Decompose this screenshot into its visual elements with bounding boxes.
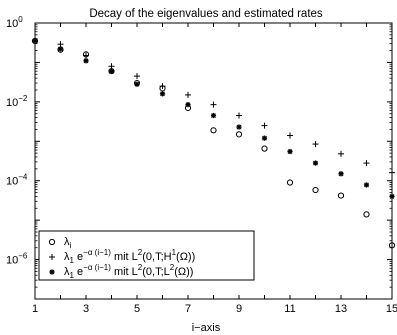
data-point-star xyxy=(57,46,64,52)
star-d2 xyxy=(287,149,293,154)
data-point-plus xyxy=(108,63,115,70)
x-tick-label: 9 xyxy=(236,303,242,315)
star-d2 xyxy=(364,182,369,188)
series-1 xyxy=(31,37,396,249)
data-point-star xyxy=(389,193,395,200)
legend-box xyxy=(38,230,255,281)
data-point-star xyxy=(338,171,344,177)
y-tick-label: 10−4 xyxy=(6,173,28,188)
chart-title: Decay of the eigenvalues and estimated r… xyxy=(89,8,323,20)
x-tick-label: 11 xyxy=(284,303,295,315)
data-point-circle xyxy=(235,131,243,138)
data-point-plus xyxy=(210,101,217,108)
y-tick-label: 100 xyxy=(6,15,23,30)
data-point-plus xyxy=(134,73,140,80)
data-point-plus xyxy=(57,41,64,48)
star-d2 xyxy=(109,68,114,74)
data-point-plus xyxy=(312,141,319,148)
data-point-star xyxy=(210,112,217,119)
data-point-star xyxy=(261,135,268,141)
y-tick-label: 10−2 xyxy=(6,94,28,109)
data-point-star xyxy=(108,68,115,74)
star-d2 xyxy=(134,81,140,87)
x-tick-label: 1 xyxy=(32,303,38,315)
data-point-circle xyxy=(337,192,345,199)
data-point-plus xyxy=(338,150,344,157)
star-d2 xyxy=(313,160,318,166)
data-point-plus xyxy=(185,91,191,98)
legend-marker-plus xyxy=(49,254,55,260)
star-d2 xyxy=(211,113,216,118)
star-d2 xyxy=(236,124,242,130)
data-point-star xyxy=(287,148,293,155)
data-point-star xyxy=(236,124,242,130)
legend-label: λ1 e−α (i−1) mit L2(0,T;H1(Ω)) xyxy=(64,248,195,265)
x-tick-label: 3 xyxy=(83,303,89,315)
data-point-circle xyxy=(312,186,319,194)
x-axis-label: i−axis xyxy=(192,322,221,334)
data-point-plus xyxy=(363,160,370,167)
legend-marker-star xyxy=(49,269,55,275)
star-d2 xyxy=(185,102,191,108)
data-point-star xyxy=(83,58,89,64)
y-axis: 100 10−2 10−4 10−6 xyxy=(6,15,392,300)
data-point-star xyxy=(363,182,370,188)
data-point-plus xyxy=(83,52,89,59)
data-point-circle xyxy=(261,145,268,152)
x-tick-label: 15 xyxy=(386,303,397,315)
star-d2 xyxy=(49,269,55,275)
star-d2 xyxy=(32,38,38,44)
x-axis: 1 3 5 7 9 11 13 15 xyxy=(32,23,397,315)
x-tick-label: 7 xyxy=(185,303,191,315)
legend-label: λi xyxy=(64,236,72,250)
data-point-star xyxy=(312,160,319,166)
data-point-circle xyxy=(363,211,370,218)
star-d2 xyxy=(83,58,89,64)
data-point-plus xyxy=(389,169,395,176)
data-point-star xyxy=(134,81,140,87)
x-tick-label: 5 xyxy=(134,303,140,315)
data-point-star xyxy=(32,38,38,44)
data-points xyxy=(31,37,396,249)
star-d2 xyxy=(338,171,344,177)
star-d2 xyxy=(389,193,395,199)
star-d2 xyxy=(262,135,267,141)
data-point-circle xyxy=(286,179,294,186)
star-d2 xyxy=(160,91,165,97)
data-point-circle xyxy=(210,127,217,134)
star-d2 xyxy=(58,46,63,52)
data-point-plus xyxy=(261,122,268,129)
x-tick-label: 13 xyxy=(335,303,347,315)
legend-marker-circle xyxy=(48,238,56,246)
data-point-circle xyxy=(388,242,396,249)
legend-label: λ1 e−α (i−1) mit L2(0,T;L2(Ω)) xyxy=(64,263,193,280)
data-point-star xyxy=(159,91,166,97)
data-point-plus xyxy=(159,83,166,90)
data-point-plus xyxy=(287,132,293,139)
data-point-star xyxy=(185,102,191,108)
data-point-plus xyxy=(236,112,242,119)
y-tick-label: 10−6 xyxy=(6,252,28,267)
series-3 xyxy=(32,38,395,200)
